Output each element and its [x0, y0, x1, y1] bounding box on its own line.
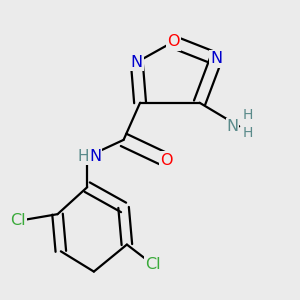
Text: O: O [160, 153, 173, 168]
Text: N: N [131, 55, 143, 70]
Text: Cl: Cl [10, 213, 26, 228]
Text: H: H [77, 149, 89, 164]
Text: N: N [89, 149, 102, 164]
Text: N: N [226, 119, 238, 134]
Text: O: O [167, 34, 179, 50]
Text: H: H [242, 107, 253, 122]
Text: N: N [210, 51, 222, 66]
Text: H: H [242, 126, 253, 140]
Text: Cl: Cl [146, 257, 161, 272]
